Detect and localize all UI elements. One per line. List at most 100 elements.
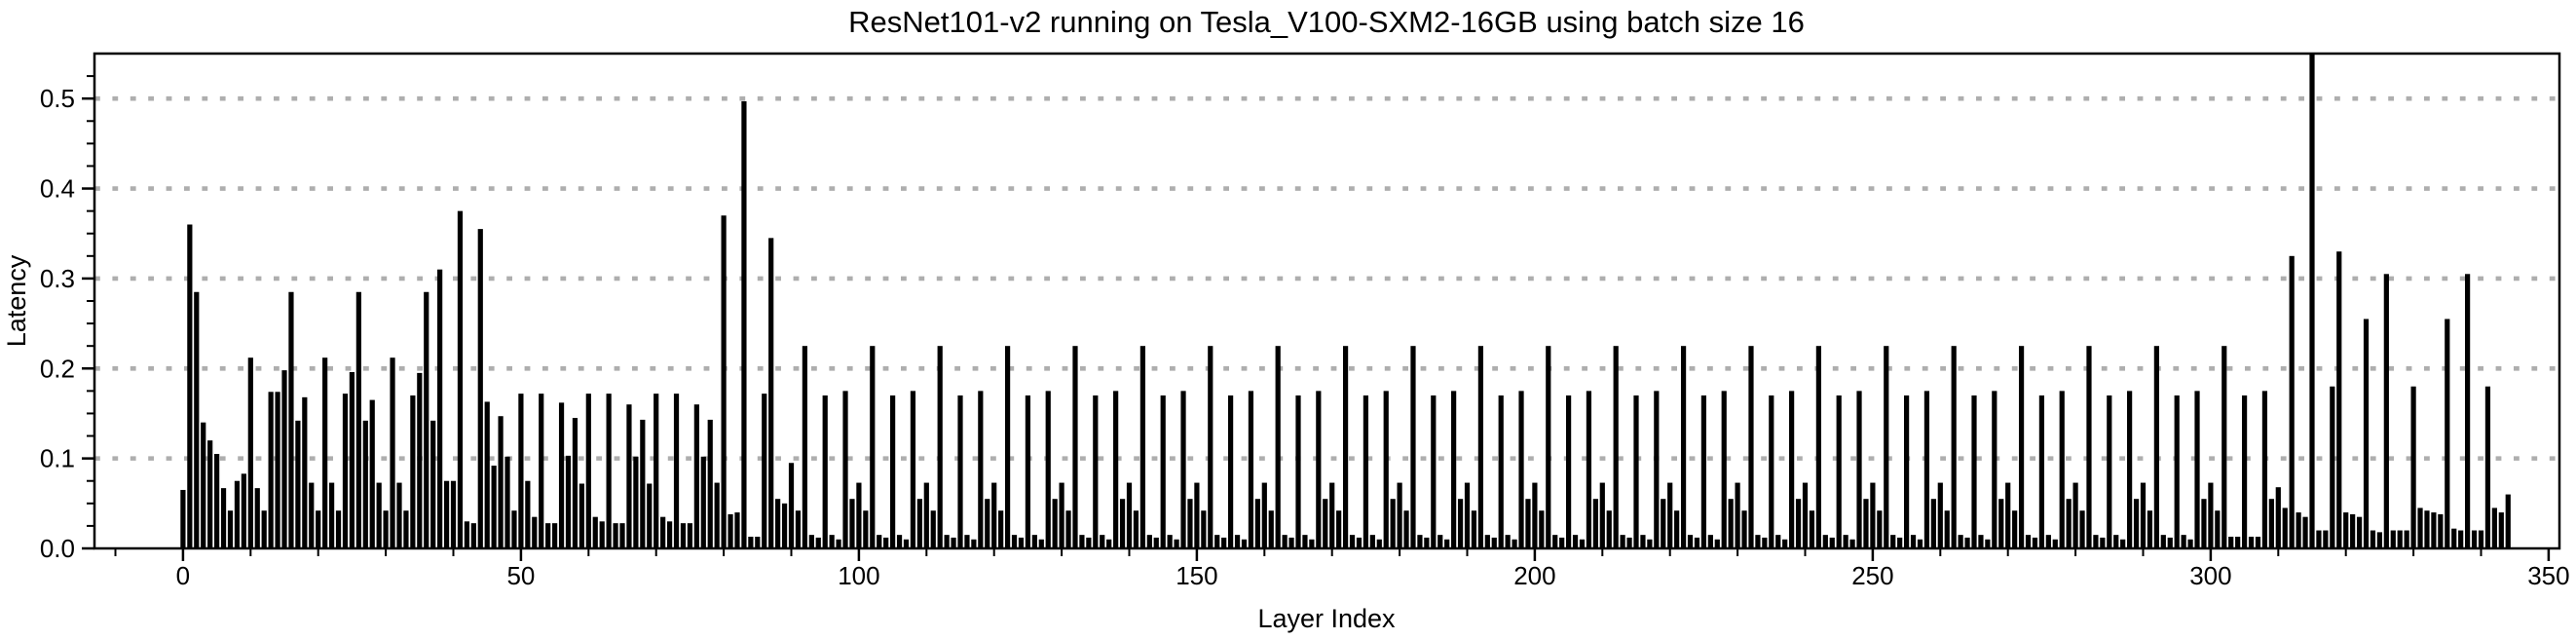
bar [2127,391,2133,548]
bar [1769,395,1774,548]
bar [579,483,584,548]
y-tick-label: 0.1 [40,444,75,473]
y-tick-label: 0.0 [40,534,75,563]
bar [795,510,802,548]
bar [539,394,544,548]
bar [1484,535,1490,548]
bar [693,404,699,548]
bar [1525,499,1531,548]
bar [1390,499,1396,548]
bar [870,346,876,548]
bar [1248,391,1254,548]
bar [1457,499,1464,548]
bar [1647,539,1653,548]
bar [1194,482,1200,548]
bar [2160,535,2166,548]
bar [1654,391,1660,548]
bar [1741,510,1747,548]
bar [2404,530,2409,548]
bar [2066,499,2072,548]
bar [2491,507,2497,548]
bar [985,499,990,548]
bar [1890,535,1896,548]
bar [477,229,483,549]
bar [673,394,680,548]
bar [647,483,653,548]
bar [1349,535,1356,548]
bar [1728,499,1734,548]
bar [2045,535,2051,548]
bar [525,480,531,548]
bar [788,463,795,548]
x-tick-label: 200 [1513,561,1555,590]
bar [883,537,889,548]
bar [585,394,591,548]
bar [1295,395,1301,548]
bar [491,466,497,548]
bar [2445,319,2450,548]
bar [1978,535,1984,548]
bar [1694,537,1700,548]
bar [829,535,835,548]
bar [2072,482,2078,548]
bar [281,370,287,548]
bar [592,516,598,548]
bar [261,510,267,548]
bar [1586,391,1592,548]
bar [1369,535,1375,548]
y-tick-label: 0.2 [40,354,75,383]
bar [1985,539,1991,548]
bar [1930,499,1936,548]
bar [2505,494,2511,548]
bar [2275,487,2281,548]
bar [653,394,659,548]
bar [1038,539,1044,548]
bar [2012,510,2018,548]
bar [1086,537,1092,548]
bar [877,535,882,548]
bar [1748,346,1754,548]
bar [2498,512,2504,548]
bar [916,499,922,548]
bar [762,394,767,548]
bar [2194,391,2200,548]
bar [417,372,423,548]
bar [1789,391,1795,548]
bar [1532,482,1538,548]
bar [1139,346,1145,548]
bar [2153,346,2159,548]
y-axis-label: Latency [2,254,31,347]
bar [991,482,997,548]
bar [1735,482,1740,548]
bar [1687,535,1694,548]
bar [504,456,510,548]
x-axis-label: Layer Index [1257,604,1396,633]
bar [1119,499,1126,548]
bar [1809,510,1815,548]
bar [687,523,693,548]
bar [2363,319,2370,548]
bar [2038,395,2045,548]
bar [1951,346,1957,548]
bar [1079,535,1085,548]
bar [599,521,605,548]
bar [2451,528,2457,548]
axis-ticks [82,75,2551,561]
bar [1802,482,1809,548]
bar [1045,391,1051,548]
bar [424,291,429,548]
y-tick-label: 0.3 [40,264,75,293]
bar [1356,537,1363,548]
bar [998,510,1004,548]
bar [180,489,186,548]
bar [2181,535,2186,548]
bar [1674,510,1680,548]
bar [369,399,375,548]
bar [1025,395,1031,548]
bar [220,488,227,548]
bar [565,455,572,548]
bar [2167,537,2173,548]
bar [2187,539,2193,548]
x-tick-label: 100 [838,561,879,590]
